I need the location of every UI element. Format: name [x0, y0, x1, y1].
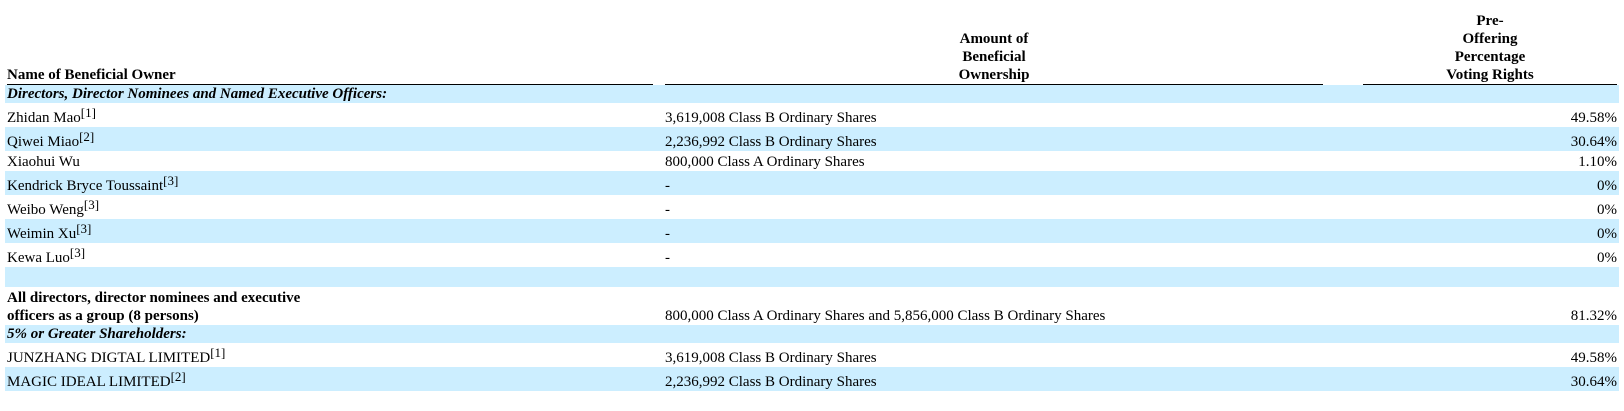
owner-pct: 0% — [1597, 250, 1617, 266]
owner-name: Weimin Xu[3] — [5, 219, 655, 243]
owner-name: JUNZHANG DIGTAL LIMITED[1] — [7, 345, 226, 366]
group-total-row: All directors, director nominees and exe… — [5, 287, 1619, 325]
section-heading-shareholders: 5% or Greater Shareholders: — [5, 325, 1619, 343]
section-heading-directors: Directors, Director Nominees and Named E… — [5, 85, 1619, 103]
header-pre-offering-percentage-voting-rights: Pre- Offering Percentage Voting Rights — [1363, 12, 1617, 85]
table-row: Qiwei Miao[2] 2,236,992 Class B Ordinary… — [5, 127, 1619, 151]
spacer-row — [5, 267, 1619, 287]
table-row: Kendrick Bryce Toussaint[3] - 0% — [5, 171, 1619, 195]
owner-name: Kendrick Bryce Toussaint[3] — [5, 171, 655, 195]
footnote-ref: [2] — [79, 129, 95, 144]
owner-name: Qiwei Miao[2] — [5, 127, 655, 151]
header-name-cell: Name of Beneficial Owner — [5, 0, 655, 85]
owner-name: Zhidan Mao[1] — [7, 105, 96, 126]
footnote-ref: [3] — [76, 221, 92, 236]
owner-amount: - — [663, 171, 1325, 195]
footnote-ref: [3] — [83, 197, 100, 212]
header-pct-cell: Pre- Offering Percentage Voting Rights — [1361, 0, 1619, 85]
owner-amount: 3,619,008 Class B Ordinary Shares — [665, 110, 877, 126]
footnote-ref: [3] — [163, 173, 179, 188]
header-amount-cell: Amount of Beneficial Ownership — [663, 0, 1325, 85]
owner-name: Xiaohui Wu — [7, 154, 80, 170]
table-row: JUNZHANG DIGTAL LIMITED[1] 3,619,008 Cla… — [5, 343, 1619, 367]
owner-amount: - — [665, 250, 670, 266]
owner-amount: 800,000 Class A Ordinary Shares — [665, 154, 865, 170]
owner-amount: 2,236,992 Class B Ordinary Shares — [663, 127, 1325, 151]
header-amount-of-beneficial-ownership: Amount of Beneficial Ownership — [665, 30, 1323, 85]
owner-pct: 1.10% — [1578, 154, 1617, 170]
owner-pct: 0% — [1361, 219, 1619, 243]
table-row: Weibo Weng[3] - 0% — [5, 195, 1619, 219]
owner-amount: 3,619,008 Class B Ordinary Shares — [665, 350, 877, 366]
header-name-of-beneficial-owner: Name of Beneficial Owner — [7, 66, 653, 85]
table-header-row: Name of Beneficial Owner Amount of Benef… — [5, 0, 1619, 85]
owner-name: MAGIC IDEAL LIMITED[2] — [5, 367, 655, 391]
owner-pct: 49.58% — [1570, 350, 1617, 366]
section-row-directors: Directors, Director Nominees and Named E… — [5, 85, 1619, 103]
footnote-ref: [2] — [170, 369, 186, 384]
owner-name: Kewa Luo[3] — [7, 245, 86, 266]
table-row: Xiaohui Wu 800,000 Class A Ordinary Shar… — [5, 151, 1619, 171]
owner-name: Weibo Weng[3] — [7, 197, 100, 218]
owner-pct: 0% — [1361, 171, 1619, 195]
owner-pct: 49.58% — [1570, 110, 1617, 126]
section-row-shareholders: 5% or Greater Shareholders: — [5, 325, 1619, 343]
footnote-ref: [1] — [210, 345, 226, 360]
owner-pct: 0% — [1597, 202, 1617, 218]
owner-amount: - — [665, 202, 670, 218]
footnote-ref: [1] — [80, 105, 96, 120]
group-pct: 81.32% — [1570, 308, 1617, 324]
table-row: Weimin Xu[3] - 0% — [5, 219, 1619, 243]
table-row: MAGIC IDEAL LIMITED[2] 2,236,992 Class B… — [5, 367, 1619, 391]
table-row: Zhidan Mao[1] 3,619,008 Class B Ordinary… — [5, 103, 1619, 127]
owner-pct: 30.64% — [1361, 367, 1619, 391]
owner-amount: - — [663, 219, 1325, 243]
owner-amount: 2,236,992 Class B Ordinary Shares — [663, 367, 1325, 391]
group-amount: 800,000 Class A Ordinary Shares and 5,85… — [665, 308, 1106, 324]
owner-pct: 30.64% — [1361, 127, 1619, 151]
table-row: Kewa Luo[3] - 0% — [5, 243, 1619, 267]
footnote-ref: [3] — [69, 245, 86, 260]
group-name: All directors, director nominees and exe… — [7, 290, 301, 324]
beneficial-ownership-table: Name of Beneficial Owner Amount of Benef… — [5, 0, 1619, 391]
